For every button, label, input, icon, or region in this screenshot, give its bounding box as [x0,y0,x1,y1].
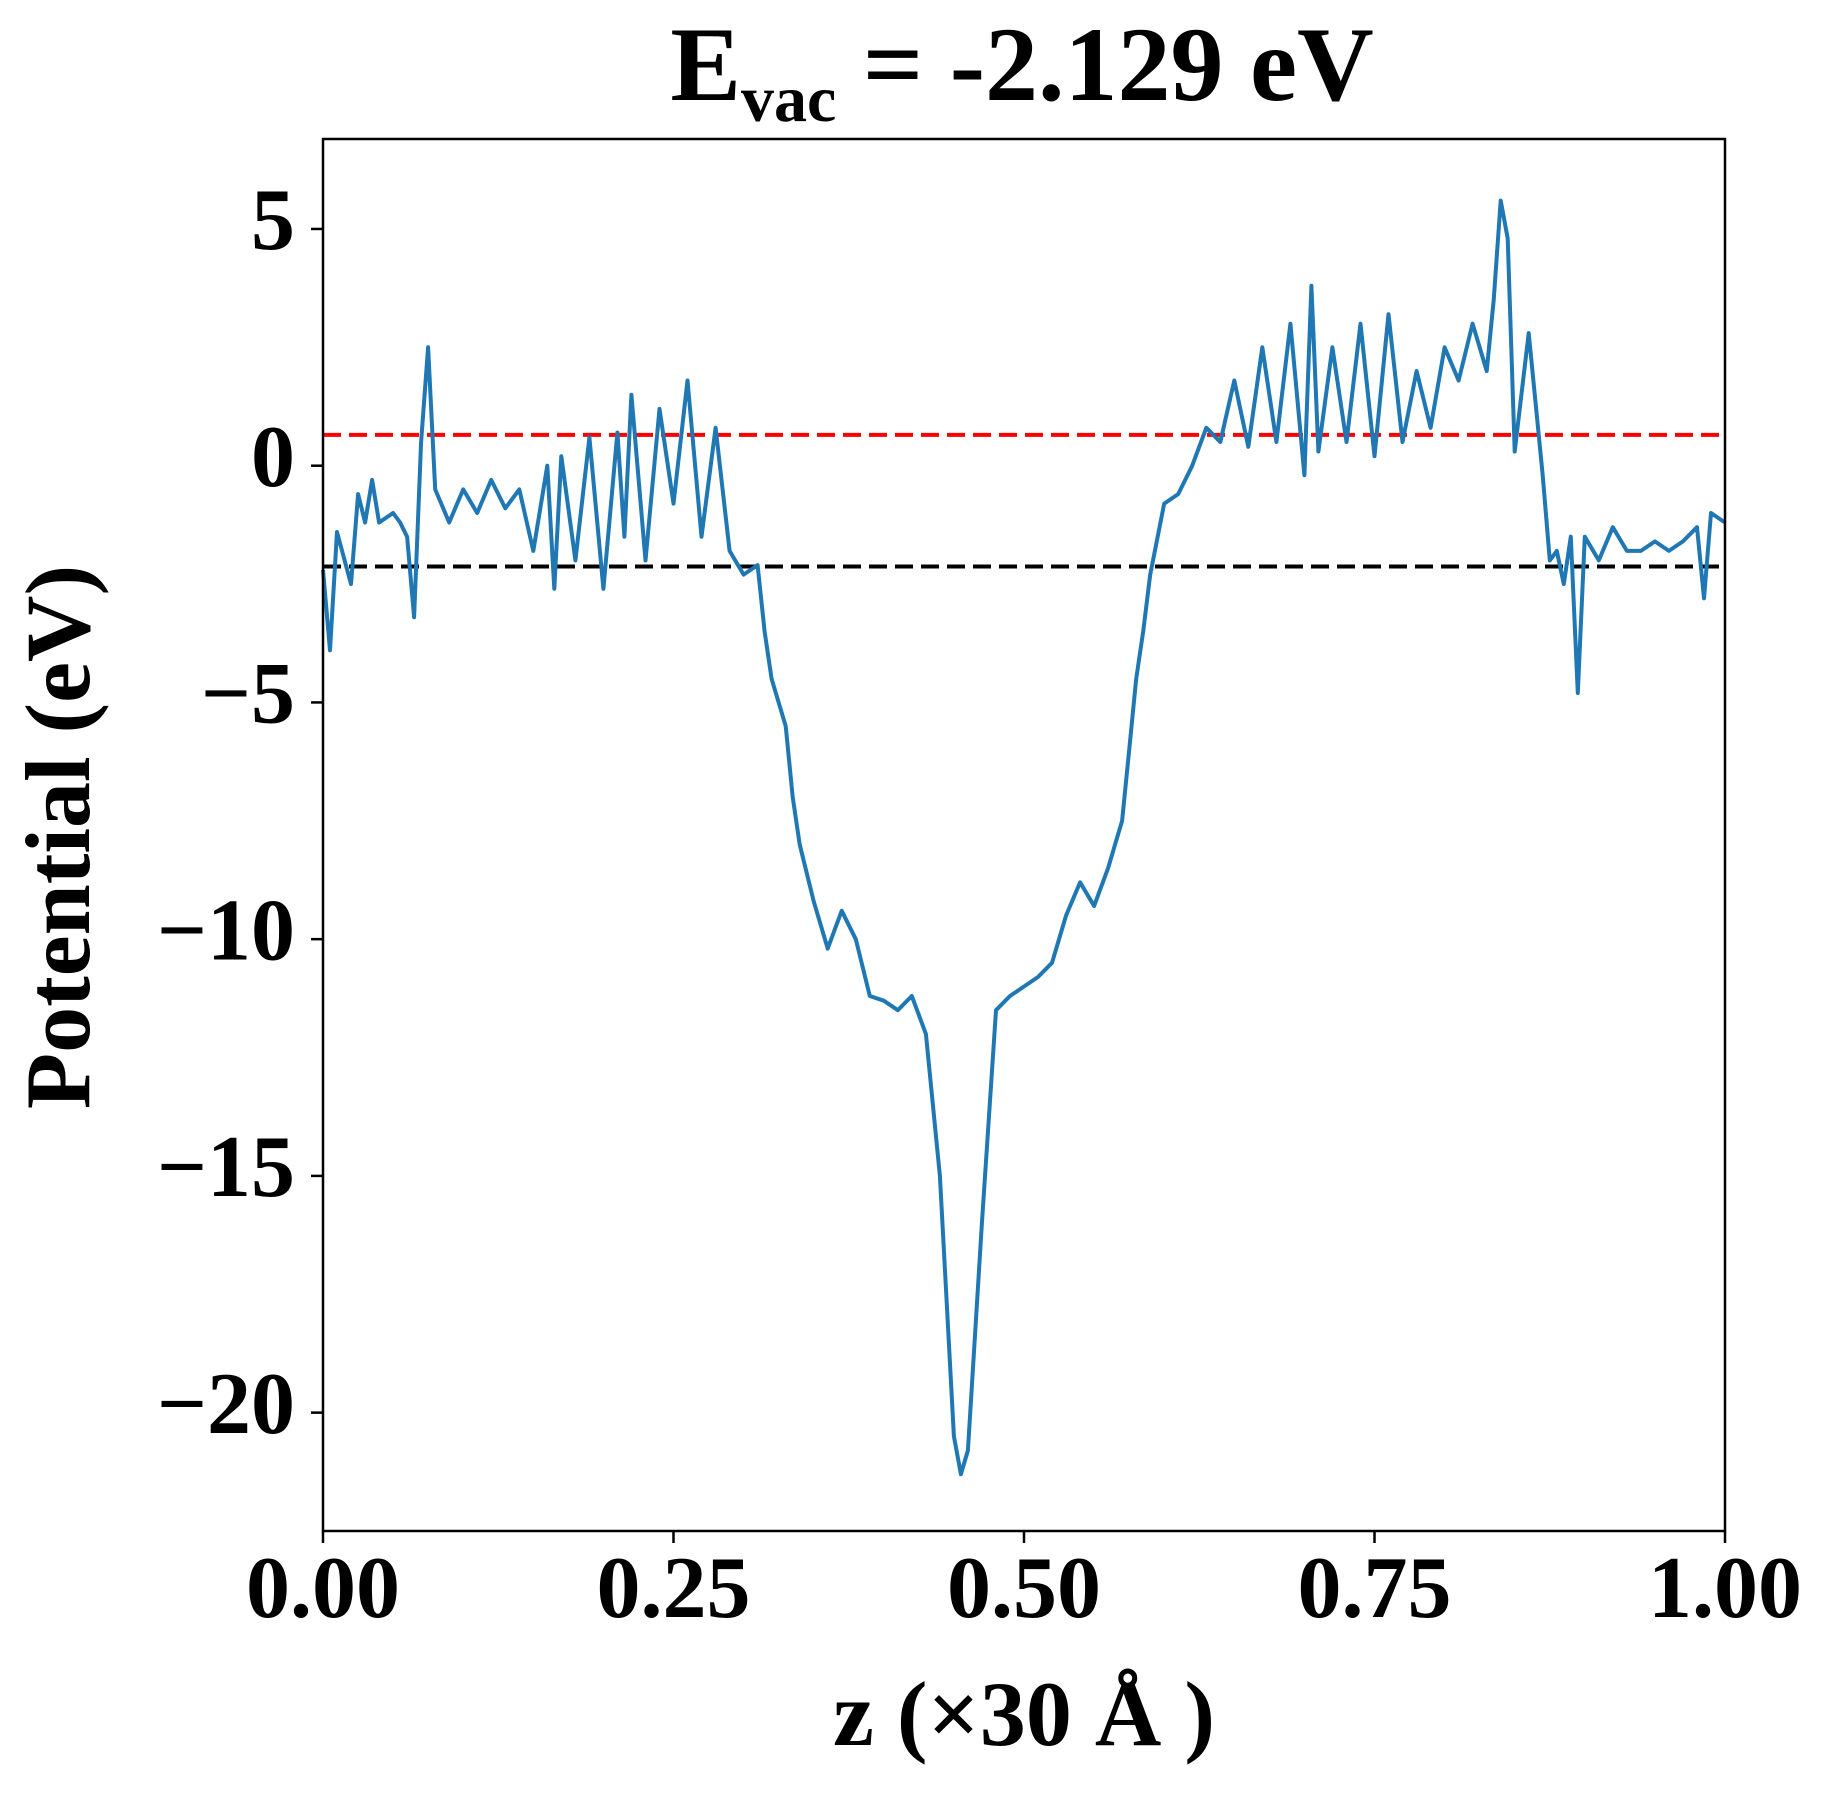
y-axis-label: Potential (eV) [7,565,109,1109]
title-sub: vac [741,63,836,136]
x-tick-label: 0.75 [1298,1540,1452,1637]
title-main: E [670,6,741,123]
x-tick-label: 0.50 [947,1540,1101,1637]
x-tick-label: 0.00 [246,1540,400,1637]
y-tick-label: −5 [201,646,295,743]
y-tick-label: 5 [251,172,295,269]
x-tick-label: 1.00 [1648,1540,1802,1637]
x-tick-label: 0.25 [597,1540,751,1637]
title-rest: = -2.129 eV [836,6,1373,123]
y-tick-label: −10 [157,882,295,979]
chart-title: Evac = -2.129 eV [670,6,1373,136]
y-tick-label: −20 [157,1356,295,1453]
plot-frame [321,137,1727,1533]
x-axis-label: z (×30 Å ) [833,1663,1215,1765]
y-tick-label: 0 [251,409,295,506]
y-tick-label: −15 [157,1119,295,1216]
line-series [321,198,1727,1477]
